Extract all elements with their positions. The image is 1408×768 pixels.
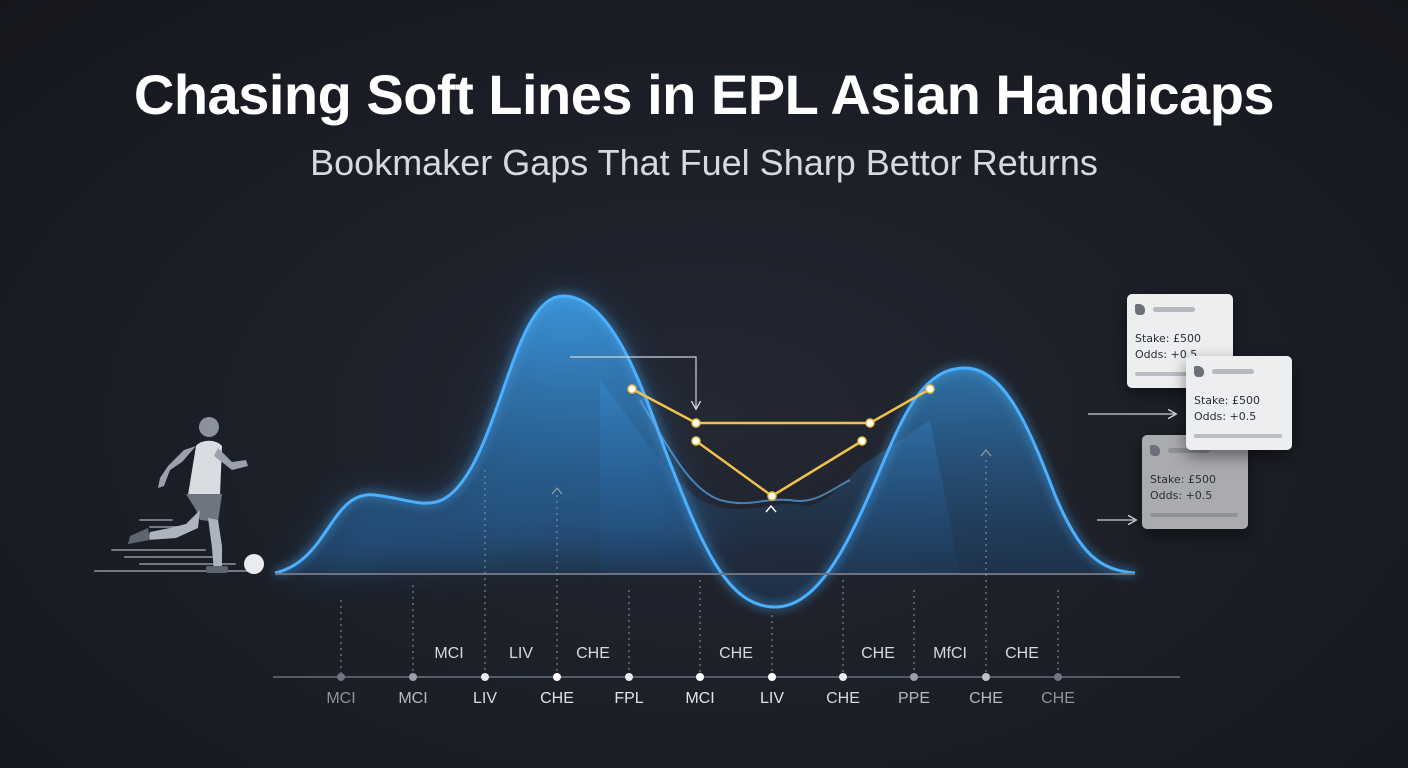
football-icon: [244, 554, 264, 574]
line-point: [767, 491, 777, 501]
timeline-lower-label: CHE: [969, 690, 1003, 707]
caret-icon: [765, 504, 777, 513]
timeline-dots: [337, 673, 1062, 681]
timeline-lower-label: CHE: [540, 690, 574, 707]
bet-slip-stake: Stake: £500: [1194, 394, 1260, 407]
timeline-upper-label: CHE: [861, 645, 895, 662]
bet-slip-odds: Odds: +0.5: [1194, 410, 1257, 423]
timeline-lower-label: LIV: [760, 690, 784, 707]
timeline-lower-label: PPE: [898, 690, 930, 707]
line-point: [691, 436, 701, 446]
timeline-upper-label: MCI: [434, 645, 463, 662]
line-point: [857, 436, 867, 446]
timeline-upper-label: MfCI: [933, 645, 967, 662]
main-distribution-area: [275, 296, 1135, 607]
timeline-lower-label: MCI: [326, 690, 355, 707]
line-point: [627, 384, 637, 394]
bet-slip-stake: Stake: £500: [1135, 332, 1201, 345]
timeline-lower-label: FPL: [614, 690, 643, 707]
bet-slip-card: Stake: £500 Odds: +0.5: [1186, 356, 1292, 450]
line-point: [865, 418, 875, 428]
main-distribution-curve: [274, 294, 1136, 609]
secondary-distribution-curve: [639, 399, 851, 505]
vertical-guides: [340, 460, 1059, 676]
upper-line-movement: [631, 387, 931, 425]
timeline-lower-label: CHE: [1041, 690, 1075, 707]
timeline-lower-label: MCI: [398, 690, 427, 707]
timeline-upper-label: CHE: [576, 645, 610, 662]
timeline-lower-label: LIV: [473, 690, 497, 707]
timeline-upper-label: CHE: [719, 645, 753, 662]
timeline-lower-label: MCI: [685, 690, 714, 707]
up-arrow-icon: [980, 449, 992, 457]
premier-league-lion-icon: [1150, 444, 1160, 456]
page-subtitle: Bookmaker Gaps That Fuel Sharp Bettor Re…: [310, 142, 1098, 183]
bet-slip-odds: Odds: +0.5: [1150, 489, 1213, 502]
line-points: [627, 384, 935, 501]
line-point: [925, 384, 935, 394]
timeline-upper-label: CHE: [1005, 645, 1039, 662]
bet-slip-card: Stake: £500 Odds: +0.5: [1142, 435, 1248, 529]
bet-slip-odds: Odds: +0.5: [1135, 348, 1198, 361]
timeline-upper-label: LIV: [509, 645, 533, 662]
page-title: Chasing Soft Lines in EPL Asian Handicap…: [133, 63, 1275, 126]
timeline-upper-labels: MCI LIV CHE CHE CHE MfCI CHE: [434, 645, 1039, 662]
timeline-lower-labels: MCI MCI LIV CHE FPL MCI LIV CHE PPE CHE …: [326, 690, 1075, 707]
premier-league-lion-icon: [1194, 365, 1204, 377]
bet-slip-stake: Stake: £500: [1150, 473, 1216, 486]
premier-league-lion-icon: [1135, 303, 1145, 315]
callout-arrow: [570, 356, 696, 408]
football-player-kicking-icon: [128, 417, 248, 573]
timeline-lower-label: CHE: [826, 690, 860, 707]
line-point: [691, 418, 701, 428]
up-arrow-icon: [551, 487, 563, 495]
